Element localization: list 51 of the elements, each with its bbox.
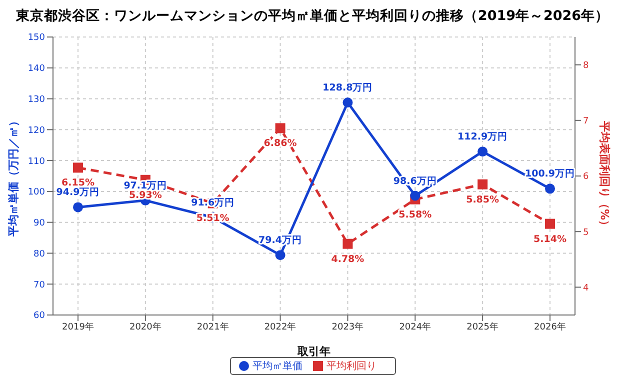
- y-tick-label: 80: [34, 249, 46, 260]
- point: [73, 202, 83, 212]
- data-label: 4.78%: [331, 254, 365, 265]
- point: [73, 162, 83, 173]
- point: [275, 123, 286, 134]
- y2-tick-label: 7: [583, 116, 589, 127]
- y-tick-label: 70: [34, 280, 46, 290]
- y2-tick-label: 8: [583, 60, 589, 71]
- x-tick-label: 2024年: [399, 321, 432, 332]
- x-tick-label: 2022年: [264, 321, 296, 332]
- y-axis-title: 平均㎡単価（万円／㎡）: [6, 116, 20, 238]
- point: [478, 179, 488, 190]
- y-tick-label: 130: [28, 94, 46, 105]
- data-label: 5.85%: [466, 194, 500, 206]
- chart-title: 東京都渋谷区：ワンルームマンションの平均㎡単価と平均利回りの推移（2019年～2026年）: [14, 7, 610, 26]
- y-tick-label: 90: [34, 218, 46, 229]
- data-label: 6.86%: [264, 138, 298, 150]
- y-tick-label: 100: [28, 188, 46, 198]
- data-label: 5.93%: [128, 190, 162, 201]
- y2-tick-label: 6: [583, 172, 589, 182]
- x-tick-label: 2026年: [534, 321, 566, 332]
- legend-label: 平均利回り: [326, 361, 376, 372]
- x-tick-label: 2019年: [62, 321, 94, 332]
- point: [545, 218, 555, 229]
- y2-axis-title: 平均表面利回り（%）: [598, 120, 612, 232]
- data-label: 5.58%: [398, 209, 432, 220]
- point: [275, 250, 286, 260]
- y-tick-label: 150: [28, 33, 46, 44]
- legend-label: 平均㎡単価: [252, 361, 302, 372]
- point: [342, 238, 353, 249]
- x-tick-label: 2025年: [466, 321, 499, 332]
- y-tick-label: 110: [28, 156, 46, 167]
- x-axis-title: 取引年: [296, 345, 330, 358]
- data-label: 112.9万円: [458, 132, 508, 143]
- data-label: 100.9万円: [524, 168, 576, 180]
- point: [342, 97, 353, 108]
- point: [410, 190, 420, 201]
- data-label: 5.14%: [534, 234, 567, 245]
- y2-tick-label: 5: [583, 228, 589, 238]
- x-tick-label: 2020年: [129, 321, 162, 332]
- data-label: 6.15%: [62, 178, 95, 189]
- y-tick-label: 120: [28, 126, 46, 136]
- x-tick-label: 2021年: [196, 321, 229, 332]
- point: [545, 184, 555, 194]
- data-label: 94.9万円: [56, 187, 100, 198]
- x-tick-label: 2023年: [332, 321, 364, 332]
- y-tick-label: 140: [28, 64, 46, 74]
- y-tick-label: 60: [34, 311, 46, 322]
- point: [478, 146, 488, 157]
- data-label: 128.8万円: [322, 82, 373, 94]
- y2-tick-label: 4: [583, 283, 589, 294]
